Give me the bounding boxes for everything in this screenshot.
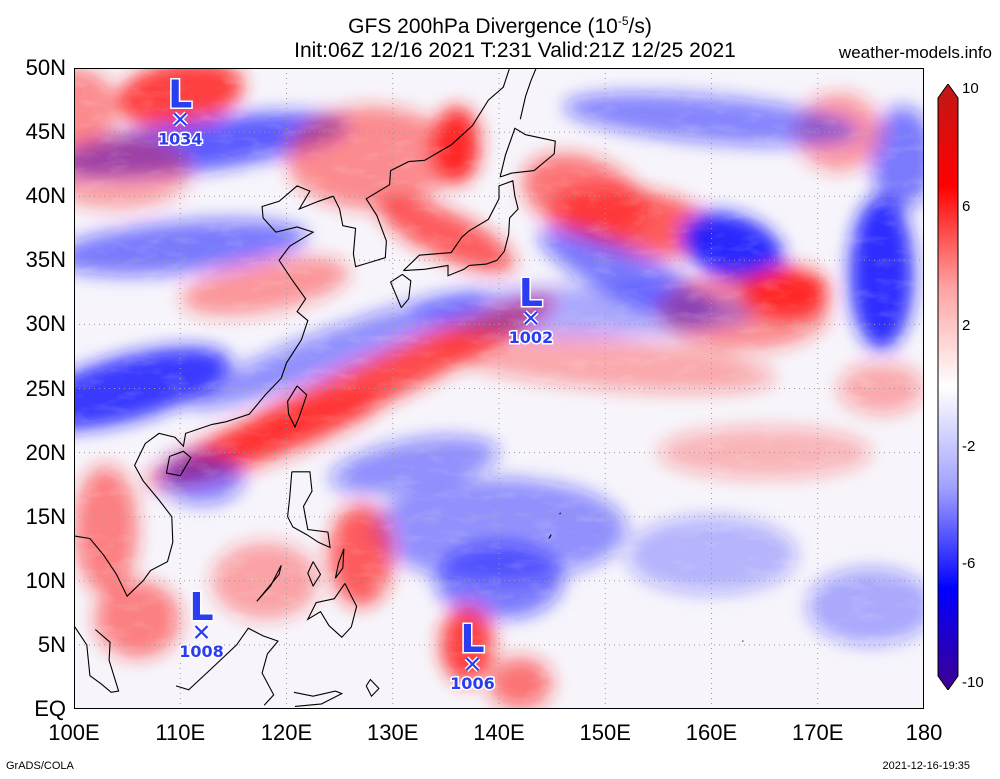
lat-label: 25N (25, 375, 66, 401)
low-symbol: L (519, 271, 543, 315)
generation-timestamp: 2021-12-16-19:35 (882, 760, 970, 772)
lat-label: 50N (25, 55, 66, 80)
low-marker: L 1034 (156, 71, 204, 150)
lat-label: 40N (25, 183, 66, 209)
coastlines (74, 68, 744, 709)
lat-lon-grid (74, 68, 924, 709)
lon-label: 150E (579, 720, 631, 745)
center-cross-icon (173, 112, 188, 127)
lat-label: 35N (25, 247, 66, 273)
lon-label: 130E (367, 720, 419, 745)
low-symbol: L (460, 617, 484, 661)
low-pressure-value: 1006 (450, 674, 495, 693)
low-pressure-value: 1008 (179, 642, 224, 661)
lat-label: EQ (34, 696, 66, 721)
colorbar-label: -6 (962, 555, 976, 572)
low-marker: L 1002 (507, 269, 555, 348)
colorbar-label: -10 (962, 674, 984, 691)
colorbar-triangle-ends-icon (937, 84, 959, 690)
lat-label: 5N (37, 631, 66, 657)
low-pressure-markers: L 1034 L 1002 L 1008 L 1006 (156, 71, 555, 695)
low-pressure-value: 1002 (509, 328, 554, 347)
lat-label: 30N (25, 311, 66, 337)
center-cross-icon (465, 657, 480, 671)
colorbar-label: 6 (962, 198, 971, 215)
colorbar-label: 10 (962, 80, 979, 97)
center-cross-icon (524, 311, 538, 325)
low-pressure-value: 1034 (158, 129, 203, 148)
lon-label: 160E (685, 720, 738, 745)
lon-label: 180 (905, 720, 943, 745)
colorbar-label: -2 (962, 438, 976, 455)
site-credit: weather-models.info (838, 43, 992, 62)
lon-label: 120E (260, 720, 313, 745)
colorbar-label: 2 (962, 317, 971, 334)
map-subtitle: Init:06Z 12/16 2021 T:231 Valid:21Z 12/2… (294, 39, 736, 62)
divergence-map: L 1034 L 1002 L 1008 L 1006 (74, 68, 924, 709)
low-marker: L 1008 (178, 584, 226, 663)
low-symbol: L (189, 585, 213, 629)
lon-label: 170E (792, 720, 844, 745)
lon-label: 140E (473, 720, 525, 745)
center-cross-icon (194, 625, 209, 639)
low-marker: L 1006 (449, 616, 497, 695)
title-exponent: -5 (617, 14, 629, 28)
colorbar (937, 84, 959, 690)
map-title: GFS 200hPa Divergence (10-5/s) (348, 14, 652, 38)
lat-label: 45N (25, 119, 66, 145)
lat-label: 10N (25, 567, 66, 593)
lat-label: 15N (25, 503, 66, 529)
lon-label: 110E (155, 720, 206, 745)
low-symbol: L (168, 72, 192, 116)
grads-credit: GrADS/COLA (6, 760, 74, 772)
map-frame (74, 68, 924, 709)
lon-label: 100E (48, 720, 100, 745)
lat-label: 20N (25, 439, 66, 465)
